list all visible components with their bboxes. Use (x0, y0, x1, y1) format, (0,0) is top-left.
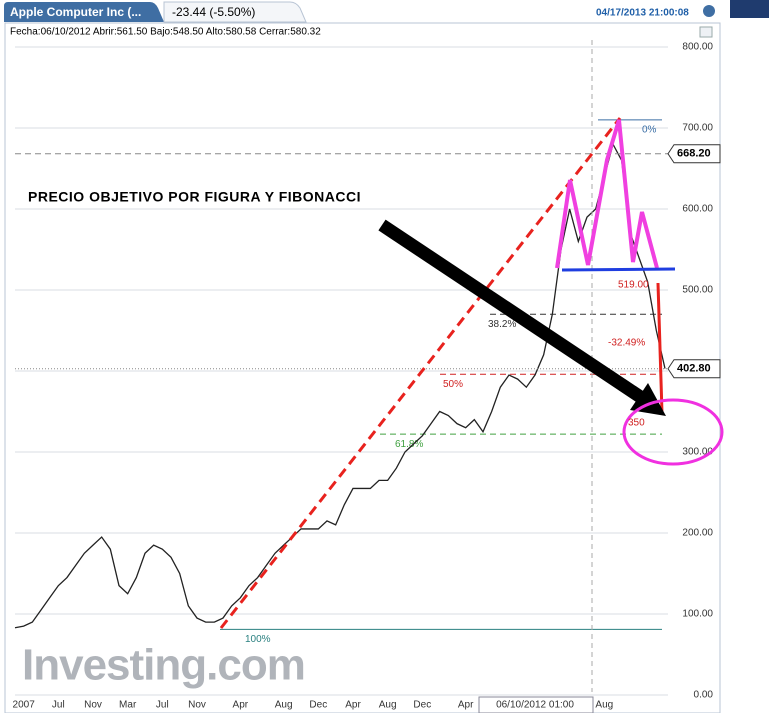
neckline (561, 267, 676, 272)
chart-title: PRECIO OBJETIVO POR FIGURA Y FIBONACCI (28, 189, 361, 205)
y-tick-label: 0.00 (694, 690, 714, 701)
y-tick-label: 800.00 (682, 42, 713, 53)
target-ellipse (622, 398, 724, 466)
price-tag-box (667, 144, 721, 164)
fib-label: 100% (245, 634, 271, 645)
x-tick-label: Jul (156, 700, 169, 711)
fib-label: 50% (443, 379, 463, 390)
x-tick-label: Apr (233, 700, 249, 711)
x-tick-label: Jul (52, 700, 65, 711)
x-tick-label: Apr (458, 700, 474, 711)
info-line: Fecha:06/10/2012 Abrir:561.50 Bajo:548.5… (10, 27, 321, 38)
x-tick-label: Mar (119, 700, 137, 711)
x-tick-label: 06/10/2012 01:00 (496, 700, 574, 711)
x-tick-label: Dec (413, 700, 431, 711)
crosshair-label-box (478, 696, 594, 713)
close-icon[interactable] (703, 5, 715, 17)
change: -23.44 (-5.50%) (172, 5, 255, 19)
trend-line (219, 117, 622, 629)
tab (4, 2, 164, 22)
annotation: 519.00 (618, 280, 649, 291)
x-tick-label: 2007 (13, 700, 36, 711)
y-tick-label: 700.00 (682, 123, 713, 134)
fib-label: 38.2% (488, 319, 516, 330)
head-shoulders (555, 119, 659, 269)
change-tab (163, 1, 307, 23)
annotation: 350 (628, 418, 645, 429)
x-tick-label: Aug (379, 700, 397, 711)
annotation: -32.49% (608, 338, 645, 349)
target-line (656, 282, 664, 414)
corner-block (730, 0, 769, 18)
y-tick-label: 100.00 (682, 609, 713, 620)
price-tag: 668.20 (677, 148, 711, 160)
x-tick-label: Nov (84, 700, 102, 711)
y-tick-label: 500.00 (682, 285, 713, 296)
y-tick-label: 200.00 (682, 528, 713, 539)
x-tick-label: Dec (309, 700, 327, 711)
instrument: Apple Computer Inc (... (10, 5, 141, 19)
x-tick-label: Apr (345, 700, 361, 711)
y-tick-label: 600.00 (682, 204, 713, 215)
chart-frame (4, 22, 721, 713)
fib-label: 0% (642, 125, 657, 136)
x-tick-label: Aug (275, 700, 293, 711)
price-tag: 402.80 (677, 363, 711, 375)
fib-label: 61.8% (395, 439, 423, 450)
x-tick-label: Nov (188, 700, 206, 711)
watermark: Investing.com (22, 641, 305, 690)
arrow-shaft (378, 219, 646, 404)
price-line (14, 142, 666, 629)
y-tick-label: 300.00 (682, 447, 713, 458)
timestamp: 04/17/2013 21:00:08 (596, 8, 689, 19)
x-tick-label: Aug (595, 700, 613, 711)
price-tag-box (667, 359, 721, 379)
menu-icon[interactable] (699, 26, 713, 38)
